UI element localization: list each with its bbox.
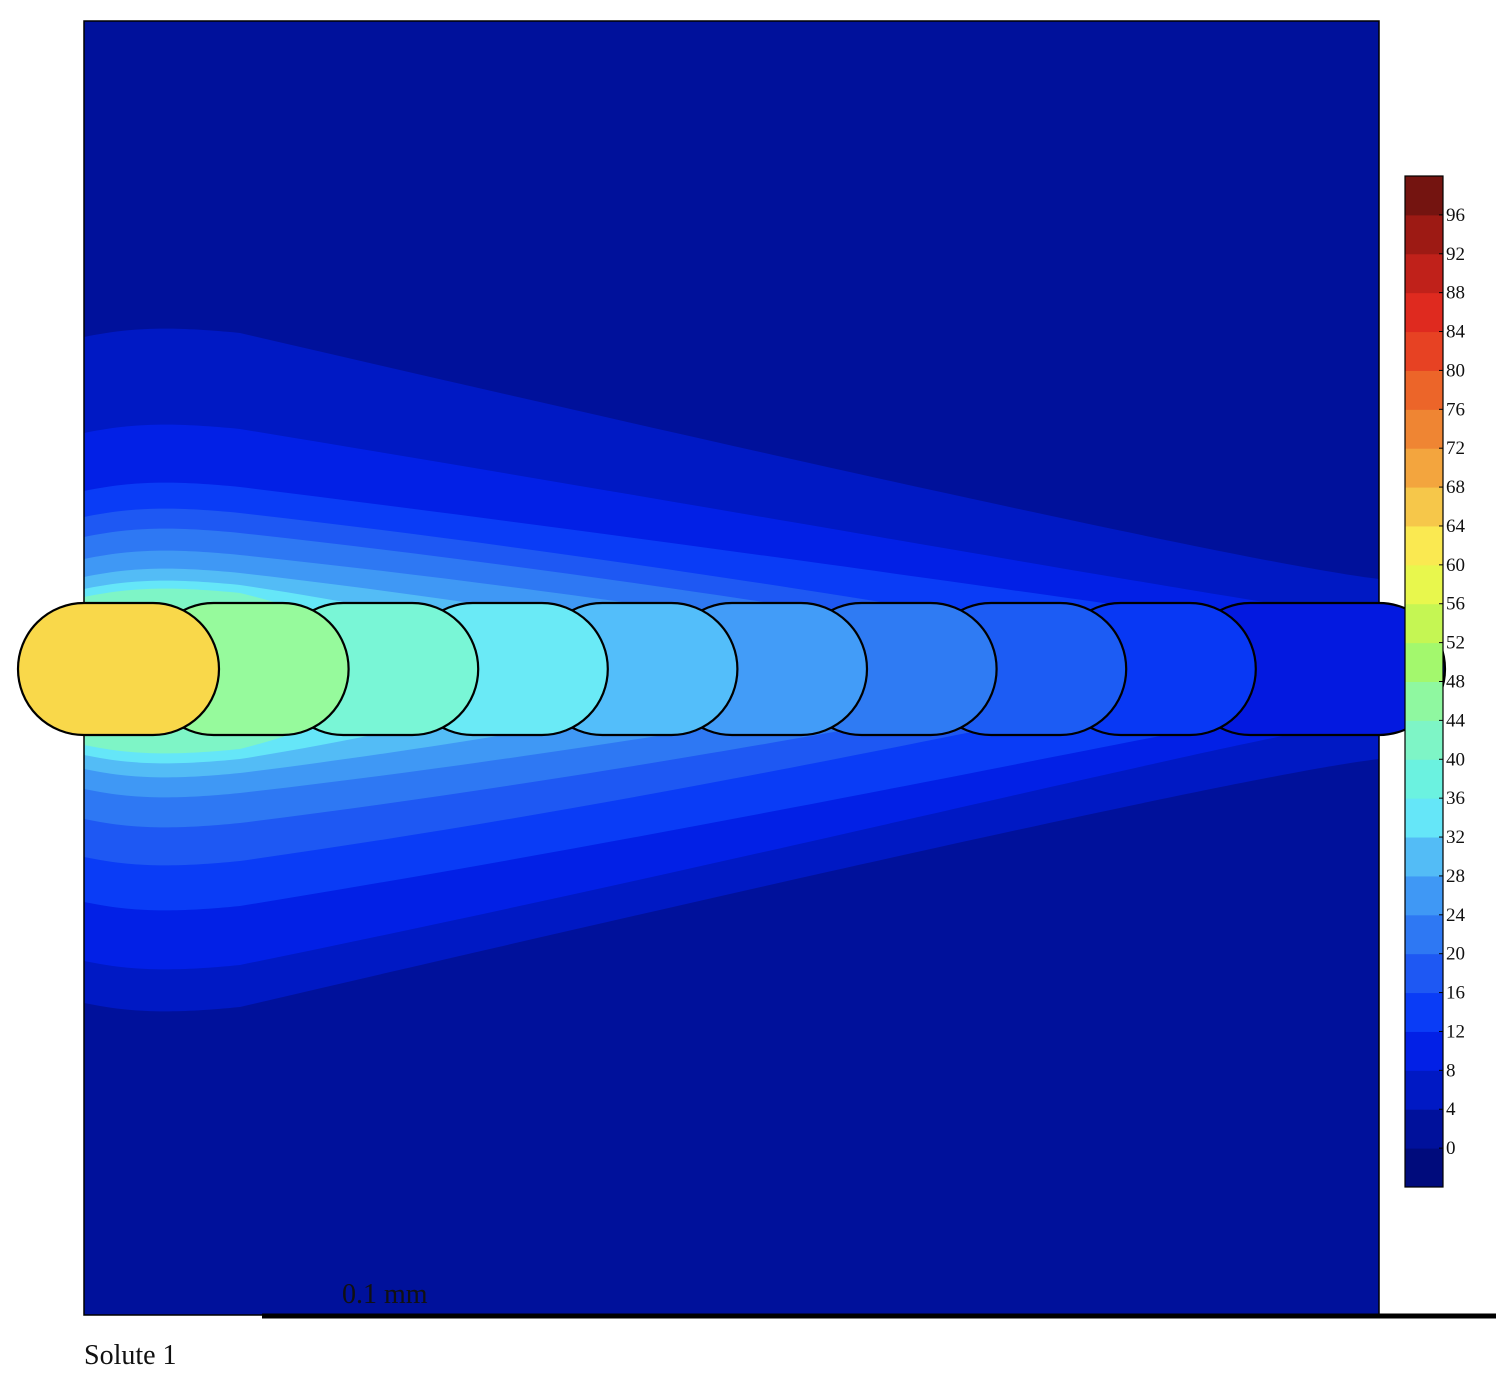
cell-chain xyxy=(16,601,1447,737)
colorbar-level xyxy=(1405,1031,1443,1071)
colorbar-tick-label: 40 xyxy=(1446,749,1465,770)
colorbar-tick-label: 36 xyxy=(1446,788,1465,809)
colorbar-level xyxy=(1405,720,1443,760)
colorbar-tick-label: 72 xyxy=(1446,438,1465,459)
colorbar-level xyxy=(1405,681,1443,721)
colorbar-level xyxy=(1405,448,1443,488)
colorbar-level xyxy=(1405,525,1443,566)
colorbar-level xyxy=(1405,837,1443,877)
cell-segment xyxy=(16,601,221,737)
colorbar: 9692888480767268646056524844403632282420… xyxy=(1404,175,1466,1188)
colorbar-tick-label: 88 xyxy=(1446,283,1465,304)
colorbar-tick-label: 92 xyxy=(1446,244,1465,265)
colorbar-level xyxy=(1405,370,1443,410)
colorbar-tick-label: 28 xyxy=(1446,866,1465,887)
colorbar-level xyxy=(1405,487,1443,527)
colorbar-level xyxy=(1405,914,1443,955)
scale-bar-label: 0.1 mm xyxy=(342,1279,428,1310)
colorbar-tick-label: 44 xyxy=(1446,710,1466,731)
colorbar-tick-label: 24 xyxy=(1446,905,1466,926)
colorbar-level xyxy=(1405,564,1443,605)
colorbar-tick-label: 32 xyxy=(1446,827,1465,848)
colorbar-tick-label: 52 xyxy=(1446,633,1465,654)
colorbar-level xyxy=(1405,798,1443,838)
colorbar-tick-label: 84 xyxy=(1446,322,1466,343)
colorbar-tick-label: 68 xyxy=(1446,477,1465,498)
colorbar-tick-label: 48 xyxy=(1446,672,1465,693)
colorbar-level xyxy=(1405,992,1443,1032)
colorbar-level xyxy=(1405,875,1443,916)
colorbar-tick-label: 12 xyxy=(1446,1021,1465,1042)
colorbar-level xyxy=(1405,331,1443,371)
colorbar-level xyxy=(1405,409,1443,449)
colorbar-level xyxy=(1405,1070,1443,1110)
colorbar-level xyxy=(1405,253,1443,294)
colorbar-tick-label: 8 xyxy=(1446,1060,1456,1081)
colorbar-level xyxy=(1405,292,1443,333)
colorbar-level xyxy=(1405,176,1443,216)
colorbar-tick-label: 76 xyxy=(1446,399,1465,420)
colorbar-level xyxy=(1405,1109,1443,1149)
colorbar-level xyxy=(1405,214,1443,255)
colorbar-tick-label: 64 xyxy=(1446,516,1466,537)
colorbar-level xyxy=(1405,1148,1443,1188)
colorbar-tick-label: 60 xyxy=(1446,555,1465,576)
colorbar-tick-label: 16 xyxy=(1446,983,1465,1004)
scale-bar: 0.1 mm xyxy=(262,1279,1496,1319)
colorbar-tick-label: 56 xyxy=(1446,594,1465,615)
colorbar-level xyxy=(1405,953,1443,994)
colorbar-level xyxy=(1405,759,1443,799)
colorbar-tick-label: 0 xyxy=(1446,1138,1456,1159)
colorbar-level xyxy=(1405,642,1443,682)
figure-caption: Solute 1 xyxy=(84,1340,177,1371)
colorbar-tick-label: 4 xyxy=(1446,1099,1456,1120)
colorbar-tick-label: 96 xyxy=(1446,205,1465,226)
colorbar-level xyxy=(1405,603,1443,644)
colorbar-tick-label: 80 xyxy=(1446,360,1465,381)
colorbar-tick-label: 20 xyxy=(1446,944,1465,965)
